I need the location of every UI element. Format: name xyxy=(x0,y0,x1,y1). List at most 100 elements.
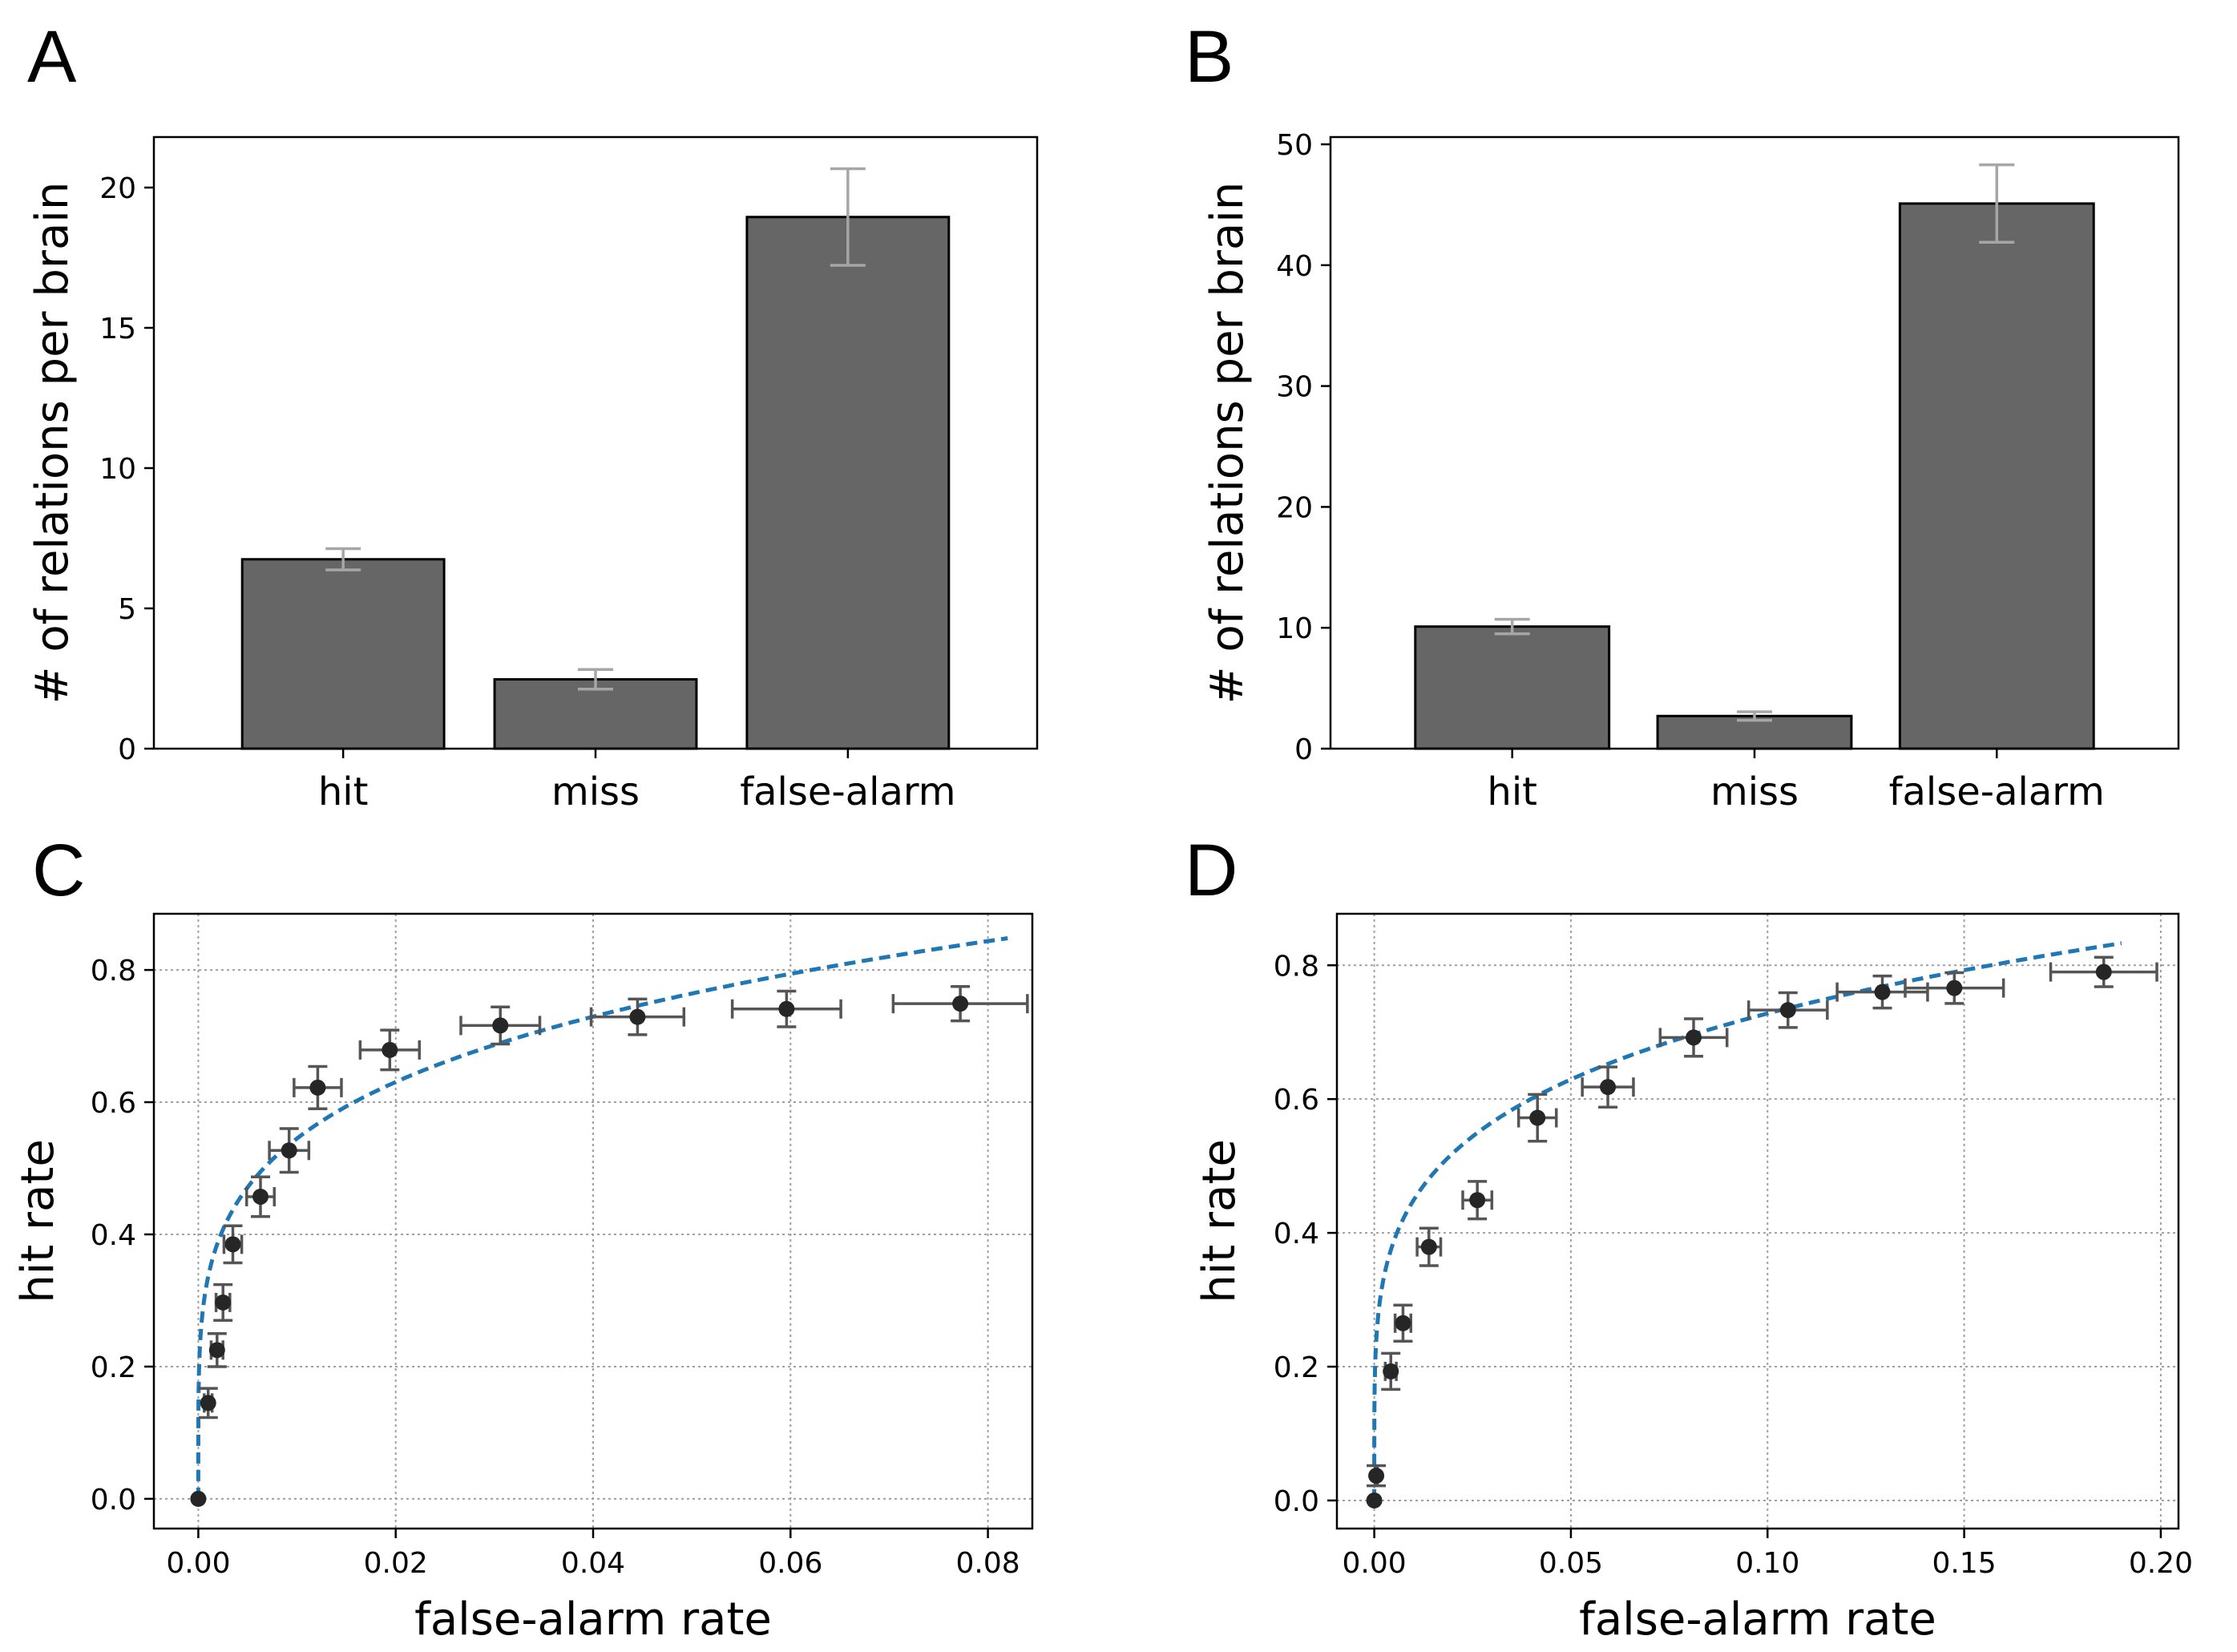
data-point xyxy=(190,1490,207,1507)
y-tick-label: 0.2 xyxy=(91,1351,136,1384)
grid xyxy=(154,914,1032,1529)
x-tick-label: 0.02 xyxy=(364,1547,428,1580)
data-point xyxy=(2095,963,2112,980)
category-label: hit xyxy=(318,769,369,814)
y-tick-label: 0.2 xyxy=(1274,1351,1319,1384)
panel-d: D 0.0 0.2 0.4 0.6 0.8 0.00 0.05 0.10 0.15 0.20 fals… xyxy=(1185,830,2193,1646)
error-bar xyxy=(325,547,361,572)
x-axis-label: false-alarm rate xyxy=(1579,1593,1936,1646)
category-label: miss xyxy=(551,769,640,814)
y-axis-label: hit rate xyxy=(12,1139,64,1303)
grid xyxy=(1337,914,2178,1529)
data-point xyxy=(1420,1238,1437,1255)
panel-letter: B xyxy=(1185,16,1234,98)
category-label: false-alarm xyxy=(740,769,955,814)
y-tick-label: 20 xyxy=(1276,491,1313,524)
y-tick-label: 0.8 xyxy=(1274,950,1319,983)
y-tick-label: 0.8 xyxy=(91,955,136,988)
data-point xyxy=(224,1236,241,1253)
panel-b: B 0 10 20 30 40 50 hit miss false-alarm # of relat… xyxy=(1185,16,2180,814)
data-point xyxy=(1946,979,1963,996)
data-point xyxy=(1383,1363,1399,1379)
y-tick-label: 0.0 xyxy=(1274,1485,1319,1518)
axes-frame xyxy=(1335,912,2180,1530)
data-point xyxy=(382,1041,398,1058)
error-bar xyxy=(1979,163,2015,244)
panel-letter: A xyxy=(27,16,77,98)
bar-hit xyxy=(240,558,446,750)
panel-letter: D xyxy=(1185,830,1238,911)
bar-miss xyxy=(493,678,698,750)
y-tick-label: 0.0 xyxy=(91,1484,136,1517)
data-point xyxy=(629,1008,646,1025)
x-tick-label: 0.05 xyxy=(1539,1547,1603,1580)
error-bar xyxy=(578,668,613,691)
panel-a: A 0 5 10 15 20 hit miss false-alarm # of relation… xyxy=(26,16,1039,814)
data-point xyxy=(281,1142,297,1159)
category-label: miss xyxy=(1710,769,1799,814)
data-points xyxy=(190,984,1029,1507)
y-axis-label: # of relations per brain xyxy=(1201,182,1254,705)
category-label: false-alarm xyxy=(1889,769,2105,814)
bar-hit xyxy=(1414,625,1611,750)
bars xyxy=(240,167,951,750)
x-tick-label: 0.15 xyxy=(1932,1547,1997,1580)
bars xyxy=(1414,163,2095,750)
data-point xyxy=(215,1294,232,1311)
x-tick-label: 0.10 xyxy=(1735,1547,1799,1580)
y-axis-label: # of relations per brain xyxy=(26,182,79,705)
x-tick-label: 0.06 xyxy=(758,1547,822,1580)
data-point xyxy=(208,1342,225,1359)
y-tick-label: 0 xyxy=(118,733,136,766)
data-point xyxy=(492,1017,509,1034)
y-tick-label: 0 xyxy=(1294,733,1313,766)
data-points xyxy=(1366,955,2158,1509)
data-point xyxy=(200,1395,216,1412)
data-point xyxy=(309,1079,326,1096)
data-point xyxy=(252,1188,269,1205)
data-point xyxy=(1366,1492,1383,1509)
data-point xyxy=(1874,984,1891,1000)
y-tick-label: 10 xyxy=(1276,612,1313,645)
y-tick-label: 5 xyxy=(118,593,136,626)
axes-frame xyxy=(152,912,1034,1530)
bar-false-alarm xyxy=(745,216,951,750)
error-bar xyxy=(1737,710,1772,722)
y-tick-label: 50 xyxy=(1276,129,1313,162)
y-tick-label: 30 xyxy=(1276,371,1313,404)
data-point xyxy=(1686,1029,1702,1046)
data-point xyxy=(952,996,969,1012)
data-point xyxy=(1469,1192,1486,1209)
y-tick-label: 40 xyxy=(1276,250,1313,283)
data-point xyxy=(1779,1002,1796,1019)
bar-false-alarm xyxy=(1898,202,2095,750)
y-tick-label: 0.6 xyxy=(1274,1084,1319,1117)
axes-frame xyxy=(152,135,1039,750)
panel-letter: C xyxy=(32,830,85,911)
data-point xyxy=(1368,1468,1385,1484)
y-tick-label: 0.6 xyxy=(91,1087,136,1120)
y-tick-label: 15 xyxy=(99,313,136,345)
data-point xyxy=(1600,1079,1617,1096)
error-bars xyxy=(293,1064,343,1111)
axes-frame xyxy=(1329,135,2180,750)
category-label: hit xyxy=(1487,769,1537,814)
x-tick-label: 0.00 xyxy=(166,1547,230,1580)
x-tick-label: 0.20 xyxy=(2129,1547,2193,1580)
error-bar xyxy=(1494,617,1530,636)
y-axis-label: hit rate xyxy=(1193,1139,1246,1303)
panel-c: C 0.0 0.2 0.4 0.6 0.8 0.00 0.02 0.04 0.06 0.08 fals… xyxy=(12,830,1034,1646)
data-point xyxy=(1529,1109,1546,1126)
y-tick-label: 20 xyxy=(99,172,136,205)
x-axis-label: false-alarm rate xyxy=(414,1593,772,1646)
x-tick-label: 0.04 xyxy=(561,1547,625,1580)
fit-curve xyxy=(196,936,1008,1499)
y-tick-label: 0.4 xyxy=(1274,1218,1319,1250)
x-tick-label: 0.00 xyxy=(1343,1547,1407,1580)
error-bar xyxy=(830,167,866,267)
fit-curve xyxy=(1372,941,2122,1501)
data-point xyxy=(1395,1315,1411,1331)
data-point xyxy=(778,1000,795,1017)
x-tick-label: 0.08 xyxy=(956,1547,1020,1580)
